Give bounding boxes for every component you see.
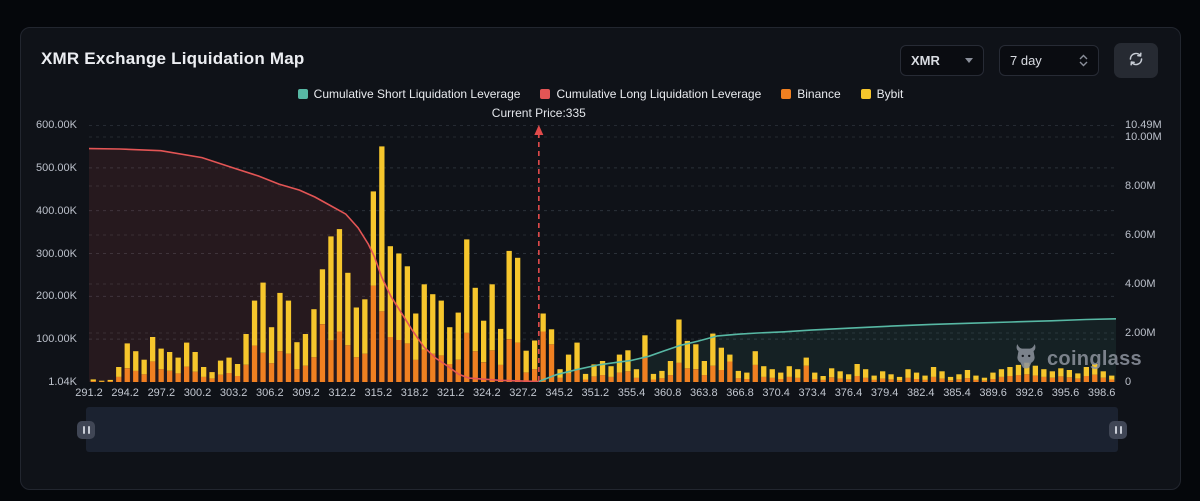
- x-tick: 315.2: [364, 387, 393, 399]
- legend-label: Binance: [797, 87, 841, 101]
- x-tick: 360.8: [653, 387, 682, 399]
- y-right-tick: 10.00M: [1125, 131, 1162, 143]
- x-tick: 303.2: [219, 387, 248, 399]
- x-tick: 370.4: [762, 387, 790, 399]
- refresh-icon: [1127, 50, 1145, 71]
- legend-label: Cumulative Short Liquidation Leverage: [313, 87, 521, 101]
- chart-controls: XMR 7 day: [900, 43, 1158, 78]
- x-tick: 373.4: [798, 387, 827, 399]
- x-tick: 395.6: [1051, 387, 1080, 399]
- symbol-select-value: XMR: [911, 53, 940, 68]
- x-tick: 355.4: [617, 387, 646, 399]
- y-right-tick: 4.00M: [1125, 278, 1156, 290]
- x-tick: 309.2: [292, 387, 320, 399]
- y-left-tick: 300.00K: [36, 247, 77, 260]
- x-tick: 385.4: [943, 387, 971, 399]
- y-right-tick: 0: [1125, 376, 1132, 388]
- x-tick: 294.2: [111, 387, 139, 399]
- chart-legend: Cumulative Short Liquidation Leverage Cum…: [21, 87, 1180, 101]
- x-tick: 345.2: [545, 387, 573, 399]
- period-select[interactable]: 7 day: [999, 45, 1099, 76]
- x-tick: 291.2: [75, 387, 103, 399]
- x-tick: 321.2: [436, 387, 465, 399]
- y-left-tick: 100.00K: [36, 333, 77, 346]
- x-tick: 376.4: [834, 387, 863, 399]
- period-select-value: 7 day: [1010, 53, 1042, 68]
- x-tick: 318.2: [400, 387, 429, 399]
- x-tick: 351.2: [581, 387, 610, 399]
- legend-swatch: [860, 89, 871, 99]
- x-tick: 300.2: [183, 387, 212, 399]
- navigator-right-handle[interactable]: [1109, 420, 1127, 439]
- x-tick: 379.4: [870, 387, 899, 399]
- x-tick: 363.8: [690, 387, 718, 399]
- x-axis: 291.2 294.2 297.2 300.2 303.2 306.2 309.2 312.2…: [75, 387, 1116, 403]
- legend-label: Cumulative Long Liquidation Leverage: [556, 87, 762, 101]
- legend-item-0[interactable]: Cumulative Short Liquidation Leverage: [297, 87, 521, 101]
- plot-area[interactable]: [88, 124, 1117, 383]
- legend-item-3[interactable]: Bybit: [860, 87, 904, 101]
- x-tick: 312.2: [328, 387, 356, 399]
- legend-label: Bybit: [876, 87, 904, 101]
- x-tick: 297.2: [147, 387, 176, 399]
- legend-swatch: [781, 89, 792, 99]
- navigator-left-handle[interactable]: [77, 420, 95, 439]
- legend-item-2[interactable]: Binance: [781, 87, 841, 101]
- liquidation-map-card: XMR Exchange Liquidation Map XMR 7 day: [20, 27, 1181, 490]
- y-right-tick: 8.00M: [1125, 180, 1156, 192]
- x-tick: 366.8: [726, 387, 754, 399]
- x-tick: 324.2: [473, 387, 501, 399]
- x-tick: 382.4: [907, 387, 935, 399]
- legend-swatch: [540, 89, 551, 99]
- symbol-select[interactable]: XMR: [900, 45, 984, 76]
- y-axis-right: 10.49M 10.00M 8.00M 6.00M 4.00M 2.00M 0: [1121, 119, 1179, 388]
- x-tick: 389.6: [979, 387, 1007, 399]
- legend-swatch: [297, 89, 308, 99]
- y-left-tick: 400.00K: [36, 204, 77, 217]
- x-tick: 392.6: [1015, 387, 1044, 399]
- y-right-tick: 10.49M: [1125, 119, 1162, 131]
- y-left-tick: 600.00K: [36, 119, 77, 131]
- page-title: XMR Exchange Liquidation Map: [41, 49, 305, 68]
- x-tick: 327.2: [509, 387, 537, 399]
- y-left-tick: 200.00K: [36, 290, 77, 303]
- x-tick: 306.2: [256, 387, 284, 399]
- x-tick: 398.6: [1087, 387, 1116, 399]
- y-left-tick: 1.04K: [48, 375, 77, 388]
- y-right-tick: 6.00M: [1125, 229, 1156, 241]
- refresh-button[interactable]: [1114, 43, 1158, 78]
- legend-item-1[interactable]: Cumulative Long Liquidation Leverage: [540, 87, 761, 101]
- y-axis-left: 600.00K 500.00K 400.00K 300.00K 200.00K 100.0…: [21, 119, 83, 388]
- current-price-label: Current Price:335: [491, 106, 586, 120]
- chevron-down-icon: [965, 58, 973, 63]
- up-down-spinner-icon: [1079, 54, 1088, 67]
- y-left-tick: 500.00K: [36, 161, 77, 174]
- y-right-tick: 2.00M: [1125, 327, 1156, 339]
- range-navigator[interactable]: [77, 407, 1127, 452]
